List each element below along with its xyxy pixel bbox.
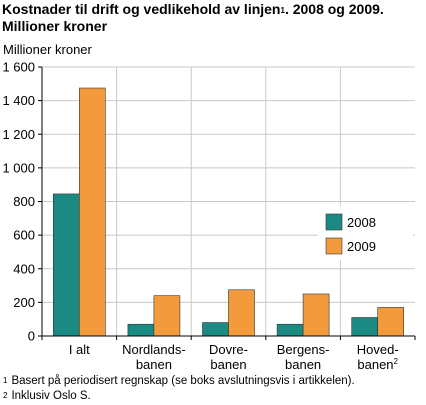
legend-label-2008: 2008: [347, 215, 376, 230]
x-tick-label: Hoved-: [357, 342, 399, 357]
x-tick-label-line2: banen: [285, 357, 321, 372]
x-tick-label-line2: banen: [210, 357, 246, 372]
footnote-2-text: Inklusiv Oslo S.: [11, 390, 91, 402]
x-tick-label-line2: banen2: [357, 357, 398, 372]
bar-2009: [377, 307, 405, 337]
title-footnote-ref: 1: [280, 6, 285, 15]
footnote-1: 1 Basert på periodisert regnskap (se boks…: [3, 374, 423, 389]
x-tick-label: Dovre-: [209, 342, 248, 357]
bar-2008: [202, 322, 229, 337]
bar-2008: [351, 317, 379, 337]
footnote-2: 2 Inklusiv Oslo S.: [3, 389, 423, 404]
chart-title-main: Kostnader til drift og vedlikehold av li…: [2, 1, 281, 17]
legend-swatch-2009: [325, 237, 343, 255]
bar-2008: [52, 193, 80, 337]
x-tick-label: I alt: [69, 342, 90, 357]
y-tick-label: 1 200: [2, 127, 35, 142]
bar-2008: [127, 323, 155, 337]
bar-2009: [228, 289, 255, 337]
footnote-1-mark: 1: [3, 376, 8, 385]
x-tick-label-line2: banen: [136, 357, 172, 372]
y-tick-label: 1 400: [2, 93, 35, 108]
bar-chart: Millioner kroner 0 200 400 600 800 1 000 1 200…: [2, 42, 416, 372]
x-axis-labels: I alt Nordlands-banenDovre-banenBergens-b…: [69, 342, 399, 372]
y-tick-label: 200: [13, 295, 35, 310]
bar-2009: [302, 293, 330, 337]
y-tick-label: 600: [13, 228, 35, 243]
legend: 2008 2009: [318, 206, 413, 260]
y-axis-ticks: 0 200 400 600 800 1 000 1 200 1 400 1 600: [2, 60, 35, 344]
x-tick-label: Nordlands-: [122, 342, 186, 357]
footnote-2-mark: 2: [3, 391, 8, 400]
y-tick-label: 1 600: [2, 60, 35, 75]
y-tick-label: 400: [13, 261, 35, 276]
bars: [52, 87, 405, 337]
chart-title-suffix: . 2008 og 2009.: [284, 1, 384, 17]
footnote-1-text: Basert på periodisert regnskap (se boks …: [11, 375, 355, 387]
x-tick-footnote-ref: 2: [394, 357, 399, 366]
y-axis-label: Millioner kroner: [3, 42, 93, 57]
x-tick-label: Bergens-: [277, 342, 330, 357]
bar-2009: [153, 295, 181, 337]
legend-swatch-2008: [325, 213, 343, 231]
footnotes: 1 Basert på periodisert regnskap (se boks…: [3, 374, 423, 404]
bar-2008: [276, 323, 304, 337]
chart-subtitle: Millioner kroner: [2, 18, 108, 34]
bar-2009: [79, 87, 106, 337]
chart-title: Kostnader til drift og vedlikehold av li…: [2, 1, 422, 35]
axes: [38, 66, 416, 340]
y-tick-label: 0: [28, 329, 35, 344]
legend-label-2009: 2009: [347, 239, 376, 254]
y-tick-label: 800: [13, 194, 35, 209]
y-tick-label: 1 000: [2, 160, 35, 175]
